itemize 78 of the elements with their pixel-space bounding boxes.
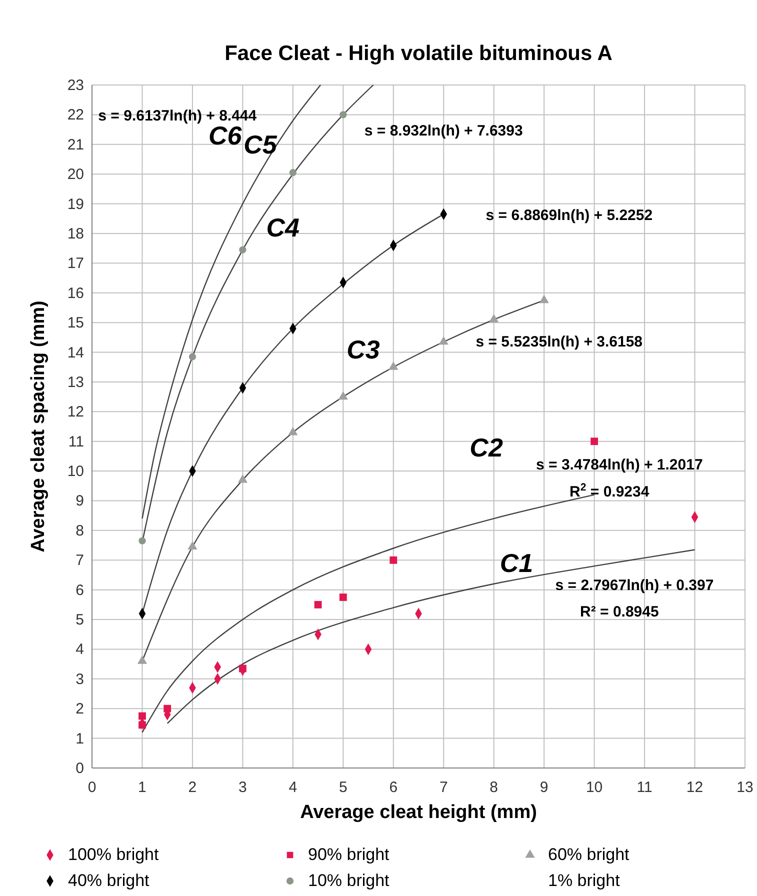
y-tick-label: 5: [76, 612, 84, 629]
y-tick-label: 6: [76, 582, 84, 599]
point: [489, 314, 499, 322]
x-tick-label: 11: [636, 779, 652, 796]
point: [590, 438, 598, 446]
y-tick-label: 4: [76, 641, 84, 658]
annotation: R$^{2}$ = 0.9234: [570, 481, 650, 500]
legend-label: 90% bright: [308, 845, 390, 864]
y-tick-label: 11: [68, 433, 84, 450]
x-tick-label: 6: [389, 779, 398, 796]
legend-label: 40% bright: [68, 871, 150, 890]
point: [338, 391, 348, 400]
y-axis-title: Average cleat spacing (mm): [28, 300, 49, 552]
y-tick-label: 17: [67, 255, 84, 272]
x-axis-title: Average cleat height (mm): [300, 802, 537, 823]
x-tick-label: 12: [686, 779, 704, 796]
chart-title: Face Cleat - High volatile bituminous A: [224, 42, 612, 65]
y-tick-label: 16: [67, 284, 84, 302]
y-tick-label: 18: [67, 225, 84, 242]
annotation: C4: [266, 212, 300, 243]
annotation: s = 3.4784ln(h) + 1.2017: [536, 456, 703, 474]
x-tick-label: 9: [540, 779, 548, 796]
y-tick-label: 3: [76, 670, 84, 688]
x-tick-label: 0: [88, 779, 96, 796]
x-tick-label: 13: [736, 779, 754, 796]
point: [239, 246, 246, 254]
y-tick-label: 13: [67, 374, 84, 391]
point: [138, 712, 146, 720]
legend-label: 10% bright: [308, 871, 390, 890]
x-tick-label: 10: [586, 779, 603, 796]
x-tick-label: 3: [238, 779, 247, 796]
x-tick-label: 7: [439, 779, 448, 796]
annotation: s = 8.932ln(h) + 7.6393: [364, 122, 523, 140]
annotation: C3: [346, 334, 380, 364]
y-tick-label: 22: [67, 106, 84, 124]
point: [438, 336, 448, 345]
point: [238, 474, 248, 483]
y-tick-label: 12: [67, 404, 84, 421]
x-tick-label: 4: [288, 779, 298, 796]
y-tick-label: 15: [67, 314, 84, 332]
point: [388, 362, 398, 370]
annotation: s = 2.7967ln(h) + 0.397: [555, 576, 714, 594]
x-tick-label: 2: [188, 779, 197, 796]
y-tick-label: 20: [67, 166, 84, 184]
point: [340, 111, 347, 118]
point: [390, 556, 398, 564]
point: [539, 294, 549, 304]
y-tick-label: 7: [76, 552, 84, 570]
point: [289, 169, 296, 176]
annotation: C2: [470, 432, 504, 462]
annotation: s = 5.5235ln(h) + 3.6158: [476, 333, 643, 350]
y-tick-label: 8: [76, 522, 84, 540]
y-tick-label: 1: [76, 730, 84, 748]
point: [188, 353, 196, 360]
point: [314, 600, 322, 608]
annotation: s = 6.8869ln(h) + 5.2252: [486, 207, 653, 224]
y-tick-label: 14: [67, 344, 84, 362]
x-tick-label: 5: [338, 779, 348, 796]
y-tick-label: 19: [67, 196, 84, 213]
annotation: C5: [244, 129, 278, 160]
y-tick-label: 2: [76, 700, 84, 718]
y-tick-label: 10: [67, 463, 84, 480]
point: [288, 426, 298, 436]
point: [188, 541, 198, 550]
point: [138, 537, 146, 544]
y-tick-label: 21: [67, 136, 84, 154]
point: [339, 594, 347, 601]
y-tick-label: 23: [67, 77, 84, 94]
point: [137, 656, 148, 664]
annotation: C1: [500, 548, 534, 578]
y-tick-label: 9: [76, 492, 84, 510]
legend-label: 100% bright: [68, 845, 160, 864]
legend-label: 60% bright: [548, 845, 630, 864]
y-tick-label: 0: [76, 760, 84, 777]
x-tick-label: 1: [138, 779, 146, 796]
text: 1% bright: [548, 871, 620, 890]
x-tick-label: 8: [490, 779, 498, 796]
annotation: R² = 0.8945: [580, 604, 659, 621]
